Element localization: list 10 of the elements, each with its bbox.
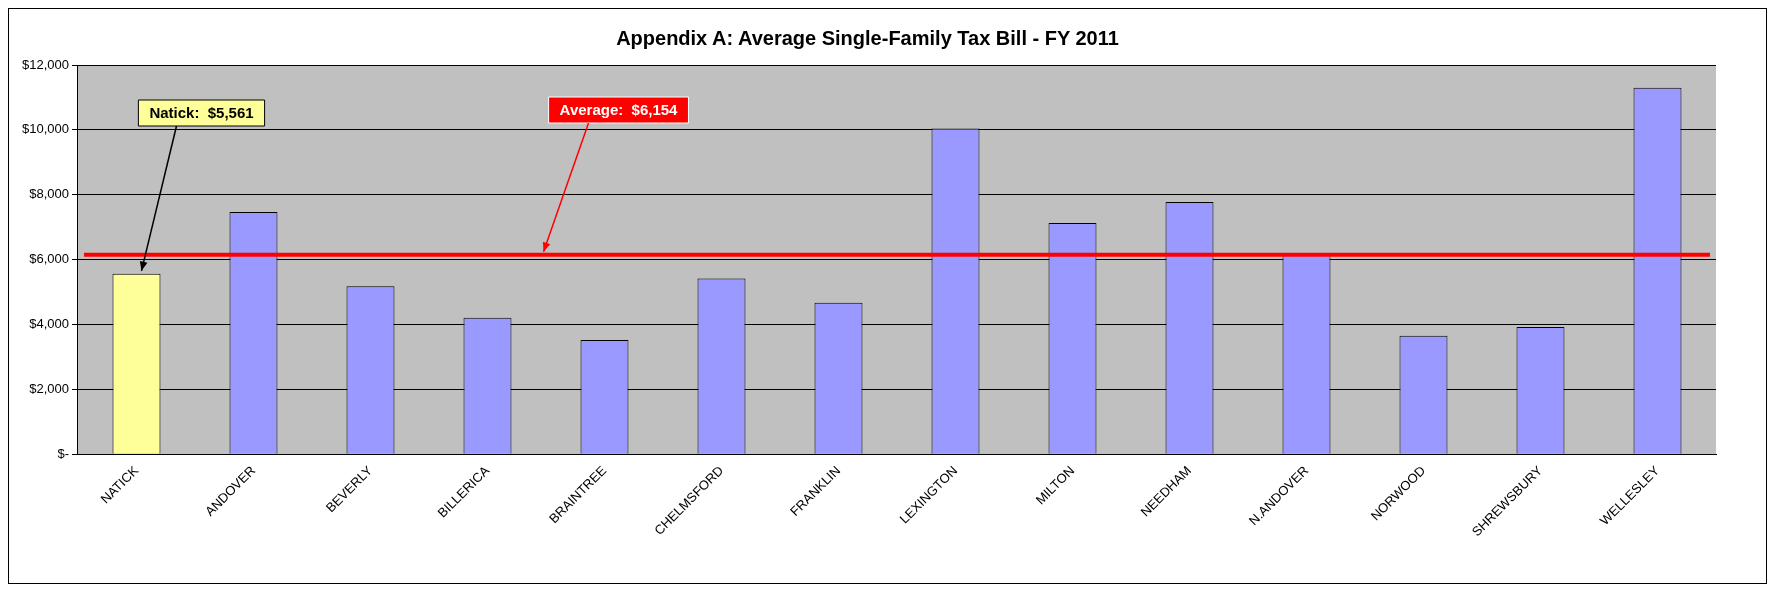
- y-tick-label: $2,000: [29, 380, 69, 396]
- y-tick-label: $8,000: [29, 186, 69, 202]
- y-tick-label: $6,000: [29, 251, 69, 267]
- y-tick-label: $-: [57, 445, 69, 461]
- annotation: Natick: $5,561: [149, 104, 254, 122]
- y-tick-label: $12,000: [21, 56, 69, 72]
- y-tick-label: $10,000: [21, 121, 69, 137]
- ref-line-label: Average: $6,154: [559, 101, 679, 119]
- chart-title: Appendix A: Average Single-Family Tax Bill - FY 2011: [616, 26, 1119, 49]
- y-tick-label: $4,000: [29, 316, 69, 332]
